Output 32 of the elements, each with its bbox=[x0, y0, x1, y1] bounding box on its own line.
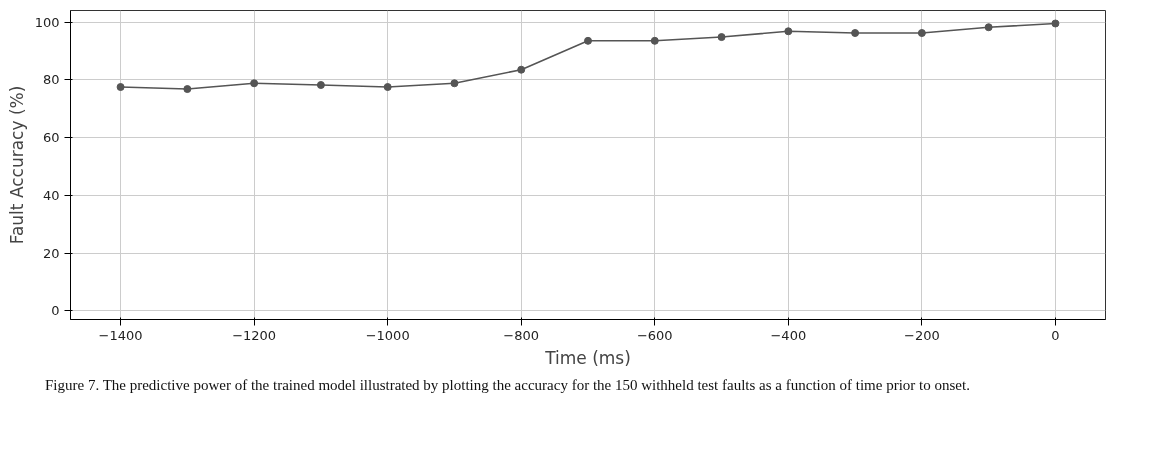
point bbox=[116, 83, 125, 92]
point bbox=[1051, 19, 1060, 28]
x-tick-label: −600 bbox=[636, 327, 673, 343]
y-tick-label: 40 bbox=[42, 187, 60, 203]
point bbox=[917, 29, 926, 38]
caption: Figure 7. The predictive power of the trained model illustrated by plotting the accuracy for the 150 withheld test faults as a function of time prior to onset. bbox=[45, 376, 970, 395]
x-tick-label: −400 bbox=[770, 327, 807, 343]
point bbox=[584, 36, 592, 45]
y-tick-label: 20 bbox=[42, 245, 60, 261]
x-tick-label: −1000 bbox=[365, 327, 410, 343]
x-tick-label: −1200 bbox=[232, 327, 277, 343]
point bbox=[450, 79, 459, 88]
point bbox=[717, 33, 726, 42]
x-tick-label: −800 bbox=[503, 327, 540, 343]
point bbox=[250, 79, 259, 88]
x-tick-label: −1400 bbox=[98, 327, 143, 343]
x-axis-title: Time (ms) bbox=[544, 347, 631, 368]
point bbox=[383, 83, 392, 92]
point bbox=[851, 29, 860, 38]
point bbox=[984, 23, 993, 32]
x-tick-label: 0 bbox=[1051, 327, 1060, 343]
point bbox=[316, 81, 325, 89]
point bbox=[517, 65, 526, 74]
point bbox=[784, 27, 793, 36]
y-tick-label: 0 bbox=[51, 303, 60, 319]
point bbox=[183, 85, 192, 94]
y-tick-label: 80 bbox=[42, 72, 60, 88]
y-tick-label: 100 bbox=[34, 14, 60, 30]
x-tick-label: −200 bbox=[904, 327, 940, 343]
point bbox=[650, 36, 659, 45]
y-axis-title: Fault Accuracy (%) bbox=[6, 85, 27, 245]
y-tick-label: 60 bbox=[42, 130, 60, 146]
